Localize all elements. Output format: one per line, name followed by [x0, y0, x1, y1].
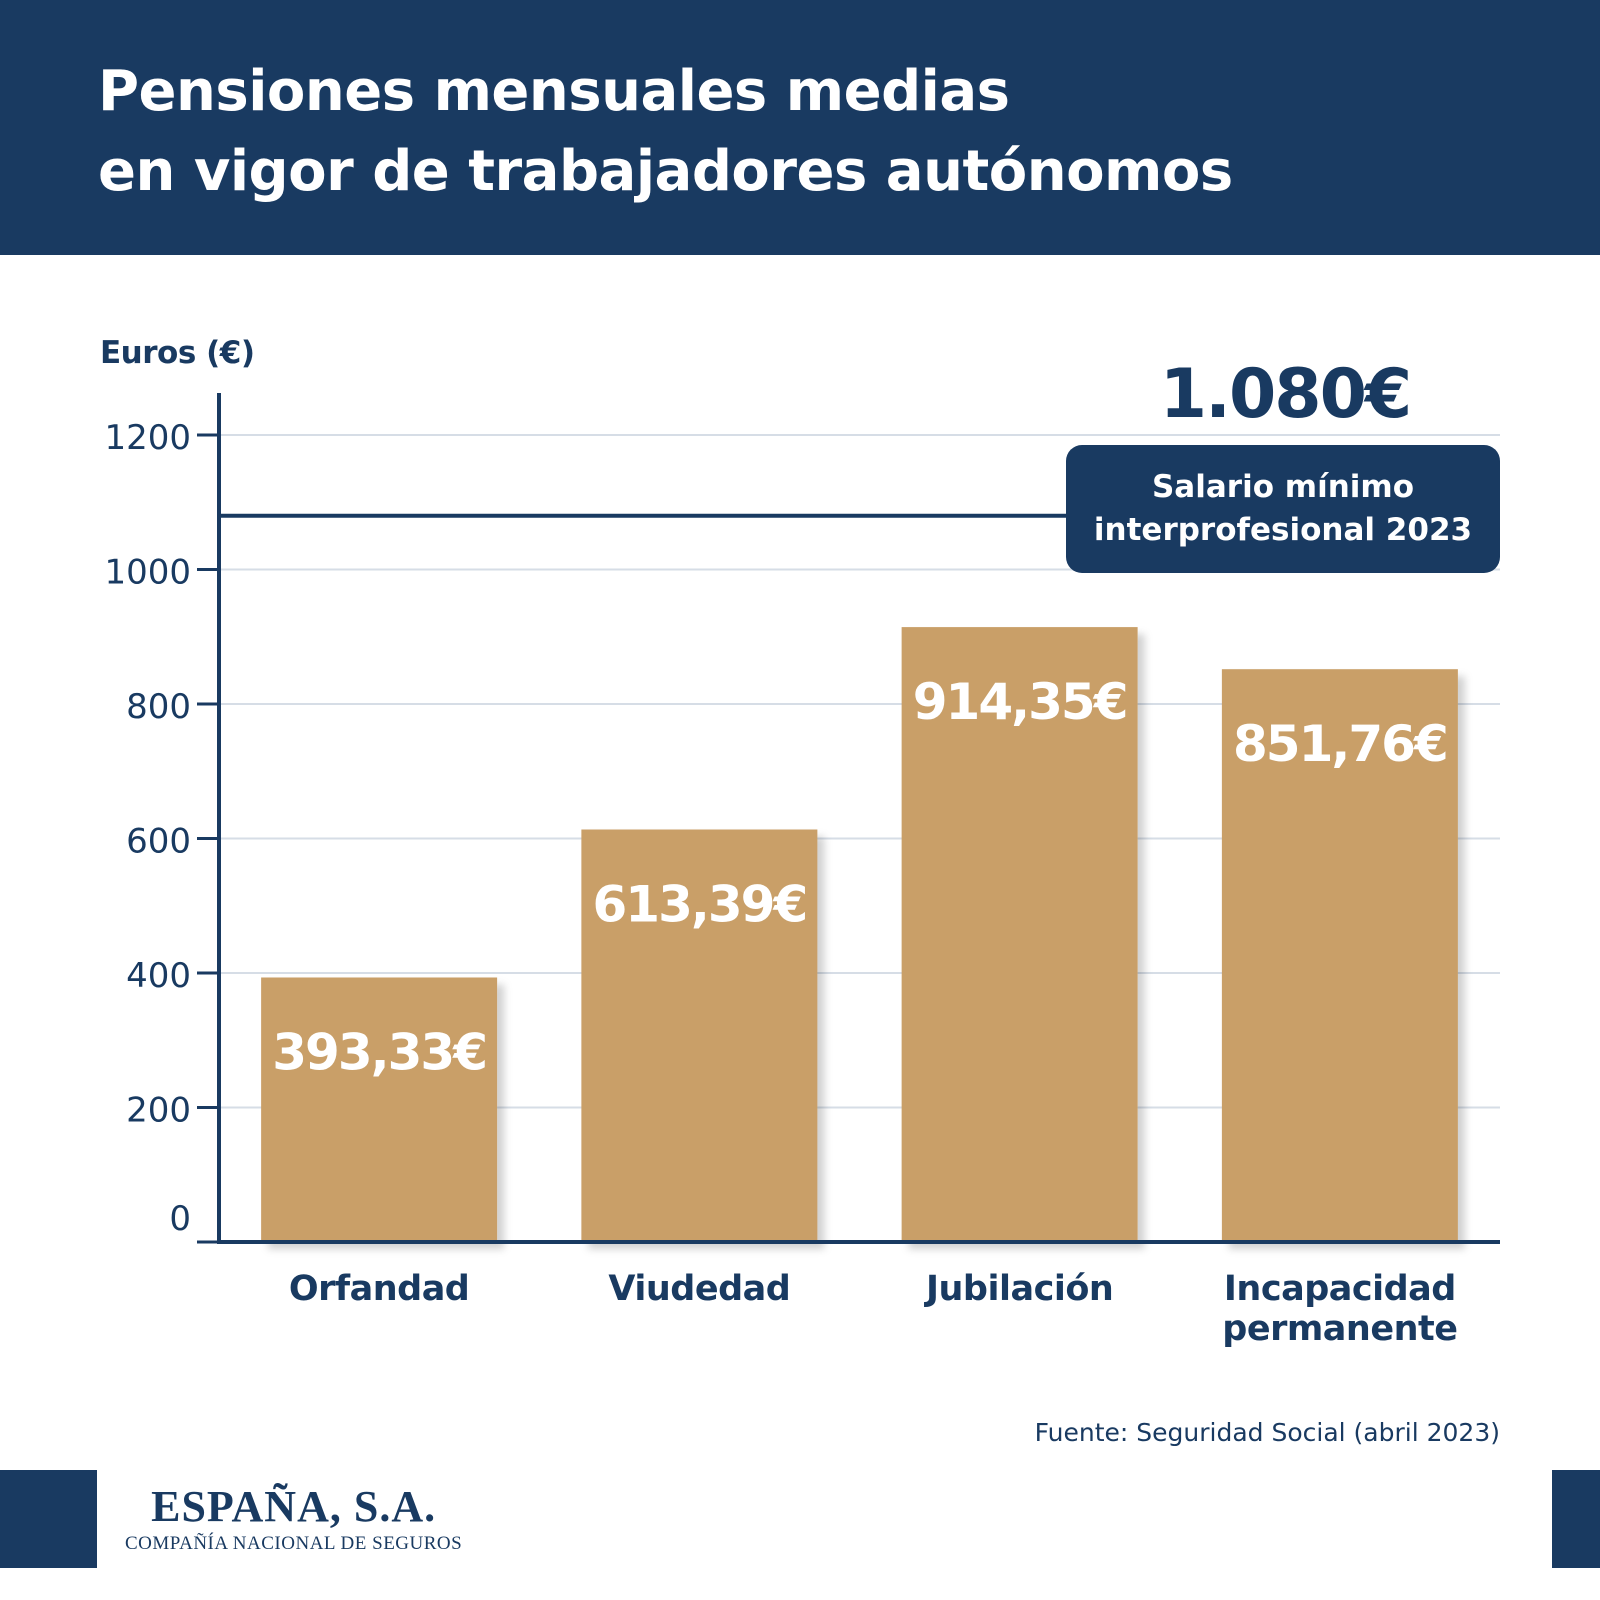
reference-label-line-2: interprofesional 2023 [1093, 512, 1473, 548]
y-tick-label: 800 [126, 687, 191, 727]
x-tick-label: Orfandad [289, 1269, 470, 1309]
header-banner: Pensiones mensuales medias en vigor de t… [0, 0, 1600, 255]
x-tick-label: permanente [1222, 1309, 1457, 1349]
bar [1221, 669, 1458, 1242]
source-note: Fuente: Seguridad Social (abril 2023) [1034, 1418, 1500, 1447]
title-line-2: en vigor de trabajadores autónomos [98, 139, 1233, 204]
x-tick-label: Viudedad [608, 1269, 790, 1309]
company-logo: ESPAÑA, S.A. COMPAÑÍA NACIONAL DE SEGURO… [125, 1482, 462, 1556]
x-tick-label: Jubilación [924, 1269, 1113, 1309]
logo-subtitle: COMPAÑÍA NACIONAL DE SEGUROS [125, 1533, 463, 1554]
y-tick-label: 1200 [104, 418, 191, 458]
bar-value-label: 393,33€ [272, 1023, 486, 1081]
reference-value-label: 1.080€ [1159, 355, 1412, 434]
y-tick-label: 400 [126, 956, 191, 996]
bar [261, 977, 498, 1242]
chart-title: Pensiones mensuales medias en vigor de t… [98, 52, 1233, 212]
y-axis-label: Euros (€) [100, 335, 255, 371]
bar [901, 627, 1138, 1242]
title-line-1: Pensiones mensuales medias [98, 59, 1010, 124]
logo-name: ESPAÑA, S.A. [151, 1482, 437, 1531]
bar-value-label: 613,39€ [593, 875, 807, 933]
bar [581, 829, 818, 1242]
y-tick-label: 600 [126, 822, 191, 862]
reference-line-badge: Salario mínimo interprofesional 2023 [1066, 445, 1500, 573]
bar-value-label: 914,35€ [913, 673, 1127, 731]
x-tick-label: Incapacidad [1224, 1269, 1456, 1309]
y-tick-label: 1000 [104, 553, 191, 593]
reference-label-line-1: Salario mínimo [1151, 469, 1415, 505]
bar-value-label: 851,76€ [1233, 715, 1447, 773]
footer-block-right [1552, 1470, 1600, 1568]
y-tick-label: 200 [126, 1091, 191, 1131]
y-tick-label: 0 [169, 1199, 191, 1239]
footer-block-left [0, 1470, 97, 1568]
